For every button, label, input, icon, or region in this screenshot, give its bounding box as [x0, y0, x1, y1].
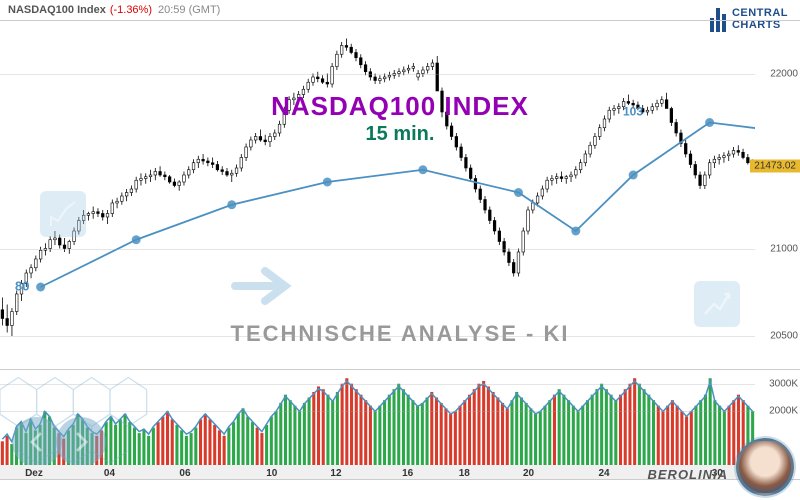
svg-text:103: 103	[623, 105, 643, 119]
chart-header: NASDAQ100 Index (-1.36%) 20:59 (GMT)	[0, 0, 800, 20]
volume-chart[interactable]: Dez040610121618202430 2000K3000K	[0, 370, 800, 480]
watermark-subtitle: TECHNISCHE ANALYSE - KI	[231, 321, 570, 347]
price-chart[interactable]: 80 103 NASDAQ100 INDEX 15 min. TECHNISCHE…	[0, 20, 800, 370]
brand-label: BEROLINIA	[648, 467, 729, 482]
wm-arrow-icon	[230, 261, 300, 316]
pct-change: (-1.36%)	[110, 4, 152, 16]
wm-forward-icon[interactable]	[56, 417, 106, 467]
wm-back-icon[interactable]	[12, 417, 62, 467]
svg-text:80: 80	[15, 279, 29, 294]
wm-chart-icon	[40, 191, 86, 237]
avatar-icon[interactable]	[736, 438, 794, 496]
timestamp: 20:59 (GMT)	[158, 4, 220, 16]
watermark-title: NASDAQ100 INDEX	[271, 91, 529, 122]
instrument-name: NASDAQ100 Index	[8, 4, 106, 16]
wm-trend-icon	[694, 281, 740, 327]
x-axis: Dez040610121618202430	[0, 465, 755, 479]
watermark-timeframe: 15 min.	[366, 123, 435, 146]
volume-svg	[0, 370, 755, 480]
